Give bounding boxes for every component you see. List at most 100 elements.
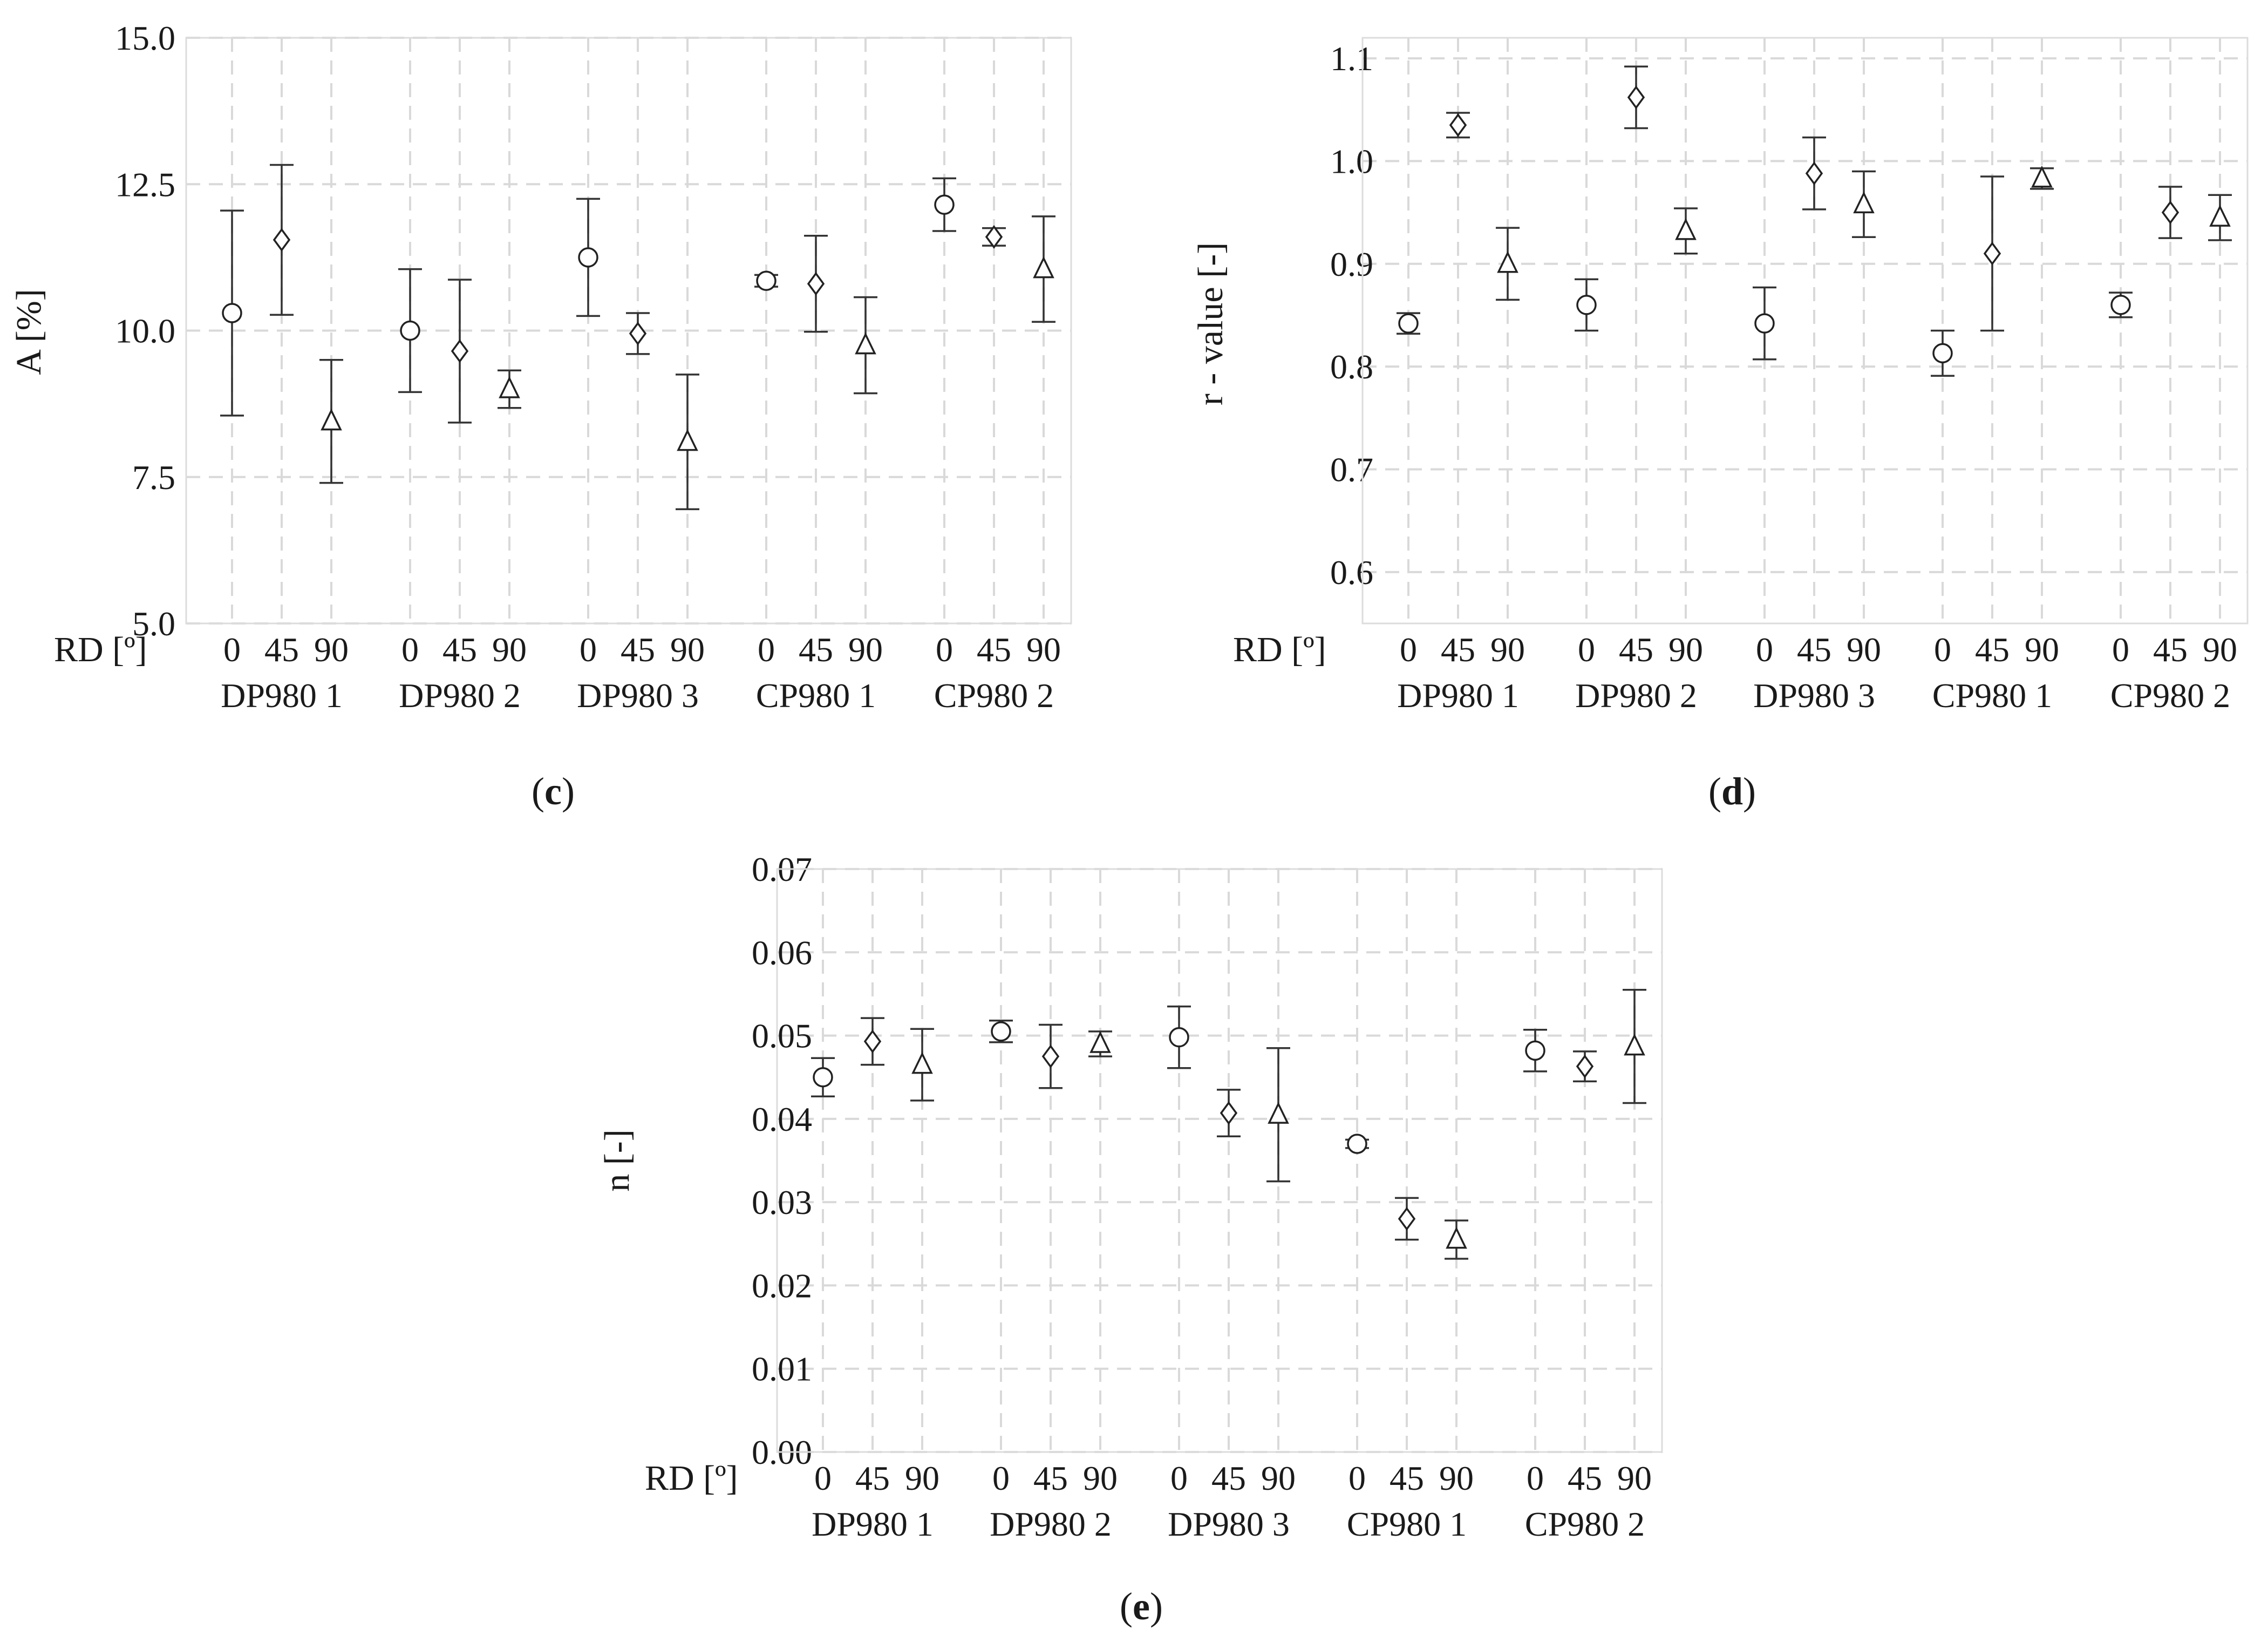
data-point-circle [813,1067,833,1088]
x-tick-label: 45 [1211,1459,1246,1497]
group-label: DP980 2 [1575,676,1697,715]
x-tick-label: 90 [1439,1459,1474,1497]
data-point-circle [1576,295,1597,315]
group-label: DP980 3 [1168,1505,1290,1543]
data-point-circle [991,1021,1011,1042]
y-tick-label: 0.6 [1330,553,1373,592]
x-tick-label: 0 [1578,630,1595,669]
y-tick-label: 5.0 [132,605,175,643]
x-tick-label: 90 [2203,630,2237,669]
data-point-triangle [1624,1033,1645,1056]
data-point-diamond [1805,161,1823,186]
y-tick-label: 1.0 [1330,142,1373,180]
x-tick-label: 45 [855,1459,890,1497]
y-tick-label: 15.0 [115,19,175,57]
data-point-triangle [321,408,342,431]
x-tick-label: 45 [1390,1459,1424,1497]
group-label: DP980 1 [1397,676,1519,715]
data-point-triangle [2031,165,2053,188]
y-axis-title: r - value [-] [1191,242,1230,405]
data-point-diamond [629,321,647,345]
x-tick-label: 45 [799,630,833,669]
data-point-circle [1754,313,1775,334]
data-point-circle [2110,295,2131,315]
plot-frame [1361,37,2249,625]
group-label: CP980 2 [1525,1505,1645,1543]
data-point-circle [400,320,420,341]
x-tick-label: 90 [670,630,705,669]
data-point-triangle [1675,218,1697,240]
data-point-triangle [677,429,698,451]
panel-caption: (c) [532,770,575,813]
x-tick-label: 90 [1026,630,1061,669]
x-tick-label: 0 [1400,630,1417,669]
data-point-diamond [1983,241,2001,266]
data-point-diamond [2161,200,2180,225]
x-tick-label: 45 [2153,630,2188,669]
data-point-triangle [1497,250,1518,273]
y-tick-label: 10.0 [115,312,175,350]
data-point-diamond [1627,85,1645,110]
chart-panel-d: 0.6 0.7 0.8 0.9 1.0 1.1 r - value [-] RD [º] 0 45… [1191,37,2249,813]
y-tick-label: 0.9 [1330,245,1373,283]
x-tick-label: 90 [2025,630,2059,669]
data-point-circle [222,303,242,323]
data-point-triangle [911,1051,933,1074]
data-point-diamond [273,228,291,252]
group-label: DP980 1 [221,676,343,715]
x-tick-label: 90 [1668,630,1703,669]
plot-frame [776,868,1663,1453]
x-tick-label: 90 [1083,1459,1118,1497]
x-tick-label: 0 [1527,1459,1544,1497]
data-point-circle [1398,313,1419,334]
y-tick-label: 0.04 [752,1100,812,1138]
group-label: DP980 3 [577,676,699,715]
x-tick-label: 45 [1441,630,1475,669]
data-point-triangle [1853,191,1875,214]
data-point-triangle [1089,1030,1111,1053]
x-tick-label: 90 [1261,1459,1296,1497]
data-point-diamond [1449,113,1467,137]
x-tick-label: 0 [2112,630,2129,669]
data-point-circle [1347,1134,1367,1154]
x-tick-label: 90 [905,1459,939,1497]
data-point-triangle [499,376,520,398]
x-tick-label: 0 [401,630,419,669]
group-label: DP980 3 [1753,676,1875,715]
x-tick-label: 90 [1617,1459,1652,1497]
group-label: DP980 1 [812,1505,934,1543]
x-tick-label: 0 [1348,1459,1366,1497]
data-point-diamond [1041,1044,1060,1069]
x-tick-label: 0 [1756,630,1773,669]
x-tick-label: 45 [264,630,299,669]
x-tick-label: 45 [621,630,655,669]
y-tick-label: 7.5 [132,458,175,497]
x-tick-label: 90 [314,630,349,669]
group-label: DP980 2 [990,1505,1112,1543]
x-tick-label: 0 [1170,1459,1188,1497]
y-tick-label: 0.05 [752,1017,812,1055]
x-tick-label: 45 [1797,630,1831,669]
x-tick-label: 0 [936,630,953,669]
y-tick-label: 0.06 [752,933,812,972]
y-tick-label: 0.03 [752,1183,812,1222]
x-tick-label: 0 [758,630,775,669]
group-label: CP980 2 [2110,676,2230,715]
x-tick-label: 0 [223,630,241,669]
data-point-diamond [985,225,1003,249]
x-axis-title: RD [º] [645,1458,738,1498]
x-tick-label: 0 [580,630,597,669]
x-tick-label: 45 [442,630,477,669]
data-point-circle [1169,1027,1189,1048]
chart-panel-e: 0.000.010.020.030.040.050.060.07n [-]RD … [597,850,1663,1628]
y-tick-label: 12.5 [115,165,175,203]
data-point-triangle [1268,1102,1289,1124]
y-axis-title: A [%] [9,289,49,375]
x-axis-title: RD [º] [1233,630,1326,669]
data-point-circle [756,270,777,291]
chart-panel-c: 5.0 7.5 10.0 12.5 15.0 A [%] RD [º] 0 45 90 DP980 … [9,19,1072,813]
x-tick-label: 45 [1568,1459,1602,1497]
data-point-circle [1525,1040,1545,1061]
data-point-diamond [863,1029,882,1054]
